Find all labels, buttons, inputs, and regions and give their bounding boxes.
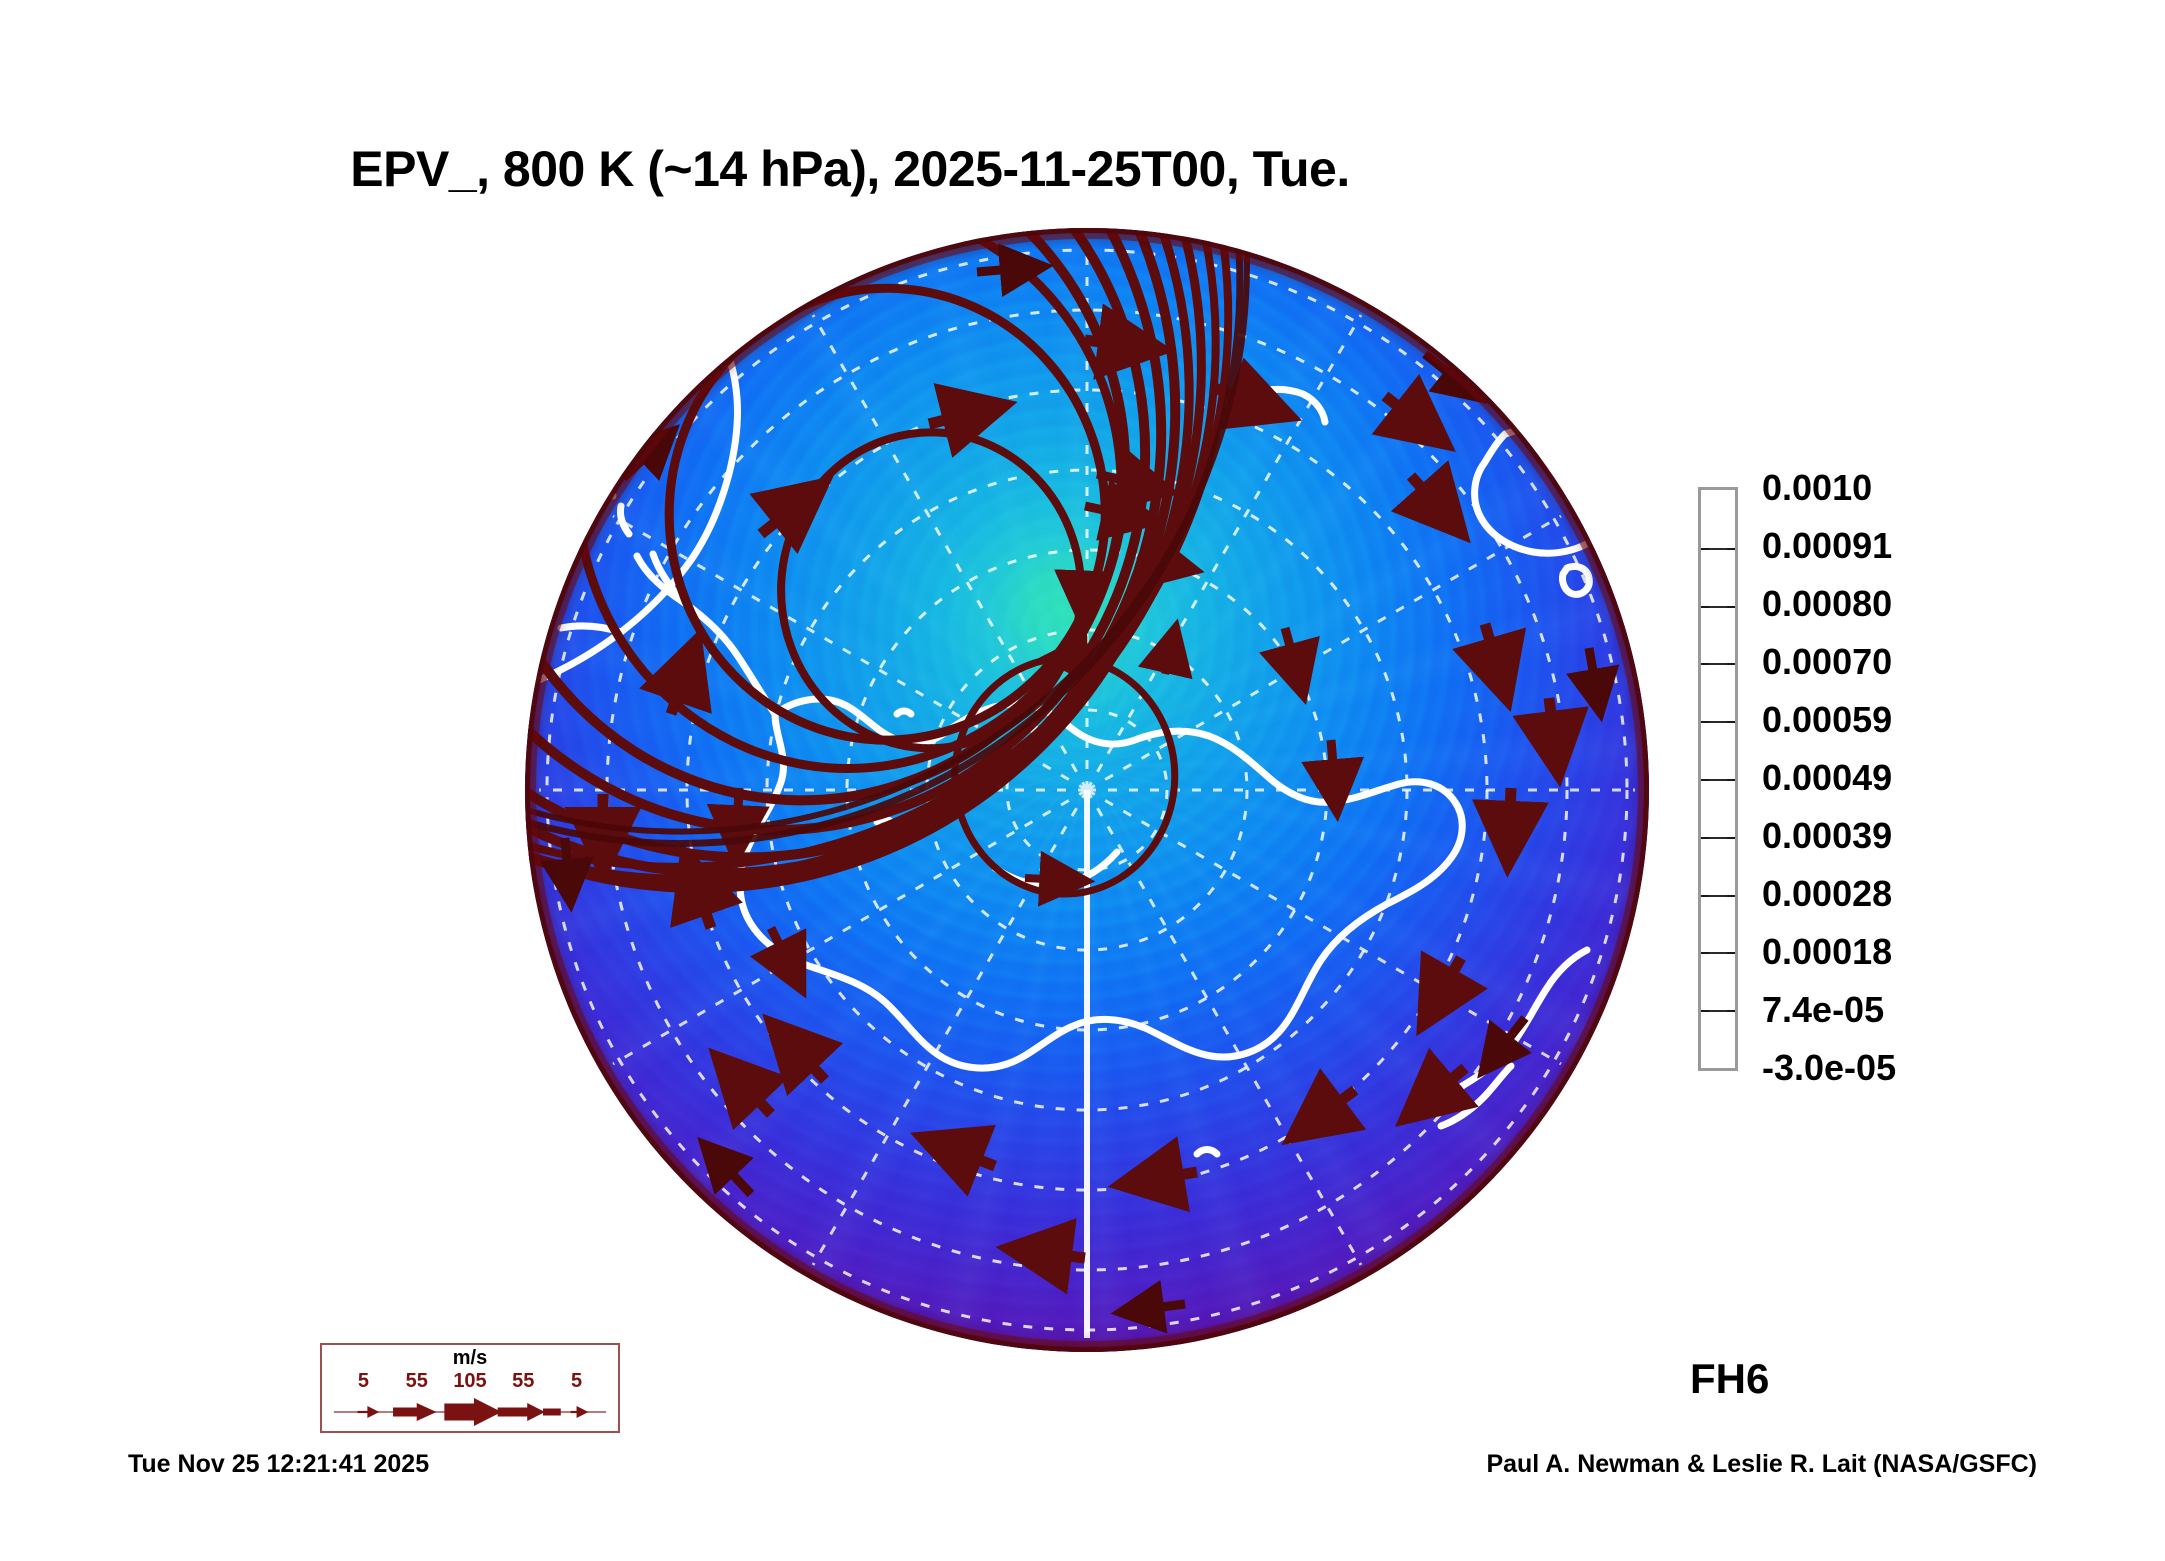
colorbar-label: 0.00039 <box>1762 815 1893 856</box>
colorbar-tick <box>1701 836 1735 839</box>
author-credit: Paul A. Newman & Leslie R. Lait (NASA/GS… <box>1486 1450 2037 1478</box>
polar-map-panel <box>525 228 1649 1352</box>
colorbar-label: 0.00059 <box>1762 699 1893 740</box>
wind-tick-label: 55 <box>405 1370 428 1392</box>
globe-rim-band <box>525 228 1649 1352</box>
page-title: EPV_, 800 K (~14 hPa), 2025-11-25T00, Tu… <box>350 141 1350 197</box>
colorbar-label: 0.00070 <box>1762 641 1893 682</box>
colorbar-label: 7.4e-05 <box>1762 989 1885 1030</box>
colorbar-tick <box>1701 894 1735 897</box>
wind-speed-legend: m/s 5 55 105 55 5 <box>320 1343 620 1433</box>
wind-tick-label: 105 <box>453 1370 487 1392</box>
wind-units-label: m/s <box>452 1347 488 1369</box>
wind-tick-label: 5 <box>357 1370 369 1392</box>
colorbar-tick <box>1701 779 1735 781</box>
colorbar-label: 0.0010 <box>1762 467 1873 508</box>
wind-tick-label: 5 <box>570 1370 583 1392</box>
colorbar-label: -3.0e-05 <box>1762 1047 1897 1088</box>
colorbar-label: 0.00049 <box>1762 757 1893 798</box>
colorbar-tick <box>1701 663 1735 666</box>
generation-timestamp: Tue Nov 25 12:21:41 2025 <box>128 1450 430 1478</box>
colorbar-label: 0.00018 <box>1762 931 1893 972</box>
colorbar-gradient <box>1698 487 1738 1071</box>
colorbar-label: 0.00091 <box>1762 525 1893 566</box>
colorbar-tick <box>1701 1010 1735 1013</box>
wind-arrow-scale <box>333 1398 607 1426</box>
colorbar-tick <box>1701 547 1735 550</box>
wind-tick-label: 55 <box>512 1370 535 1392</box>
colorbar-tick <box>1701 605 1735 608</box>
wind-tick-labels: 5 55 105 55 5 <box>322 1370 618 1394</box>
globe-disc <box>525 228 1649 1352</box>
wind-streamlines <box>525 228 1620 1334</box>
colorbar-label: 0.00028 <box>1762 873 1893 914</box>
colorbar-label: 0.00080 <box>1762 583 1893 624</box>
forecast-hour-label: FH6 <box>1690 1355 1770 1402</box>
colorbar-tick <box>1701 721 1735 724</box>
colorbar-tick <box>1701 952 1735 955</box>
colorbar <box>1698 487 1738 1071</box>
